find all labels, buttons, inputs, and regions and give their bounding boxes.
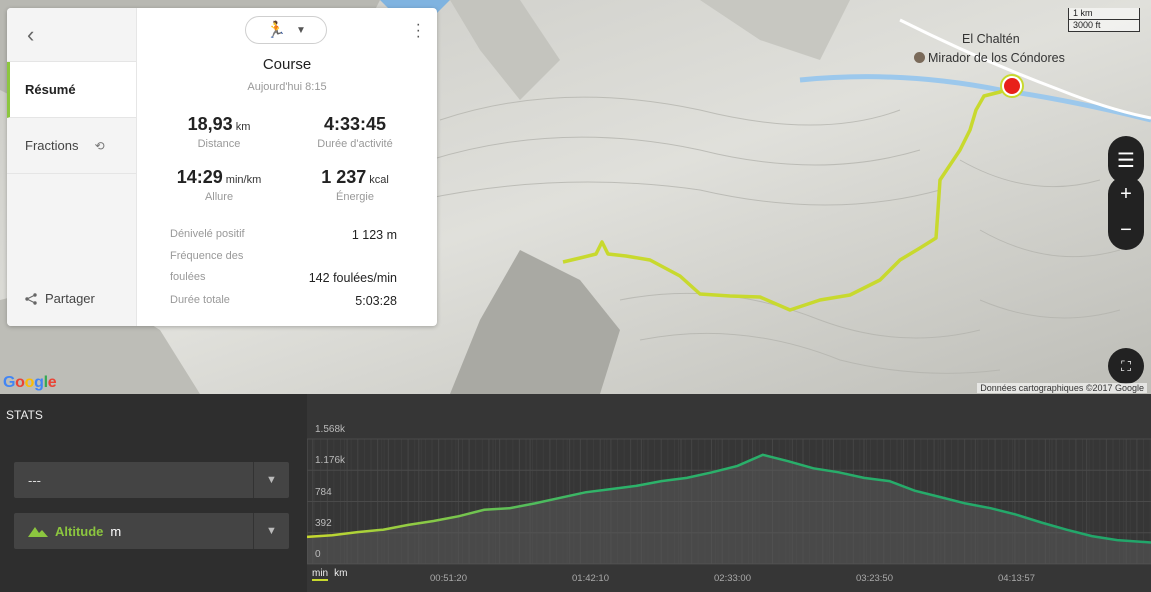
more-options-icon[interactable]: · · ·: [415, 16, 421, 45]
metric-unit: kcal: [369, 174, 389, 186]
google-logo: Google: [3, 374, 57, 391]
town-label: El Chaltén: [962, 32, 1020, 46]
metric-dropdown-primary[interactable]: --- ▼: [14, 462, 289, 498]
nav-item-fractions[interactable]: Fractions ⟲: [7, 118, 136, 174]
zoom-out-button[interactable]: −: [1120, 218, 1132, 241]
x-tick-label: 03:23:50: [856, 573, 893, 584]
scale-metric: 1 km: [1068, 8, 1140, 20]
fit-route-button[interactable]: ⛶: [1108, 348, 1144, 384]
activity-date: Aujourd'hui 8:15: [247, 81, 327, 93]
y-tick-label: 1.176k: [315, 455, 346, 467]
detail-label: Durée totale: [170, 294, 230, 306]
detail-value: 5:03:28: [355, 294, 397, 308]
chevron-down-icon: ▼: [253, 513, 289, 549]
metric-unit: km: [235, 121, 251, 133]
altitude-icon: [28, 527, 48, 537]
share-label: Partager: [45, 291, 95, 306]
metric-label: Distance: [197, 138, 241, 150]
chevron-down-icon: ▼: [253, 462, 289, 498]
dropdown-value: Altitude: [55, 523, 104, 539]
x-tick-label: 02:33:00: [714, 573, 751, 584]
summary-panel: ‹ Résumé Fractions ⟲ Partager 🏃 ▼ · · · Co…: [7, 8, 437, 326]
metric-value: 1 237: [321, 167, 367, 187]
y-tick-label: 0: [315, 549, 321, 560]
nav-item-resume[interactable]: Résumé: [7, 62, 136, 118]
altitude-chart-svg: [307, 438, 1151, 565]
dropdown-value: ---: [28, 472, 41, 488]
y-tick-label: 392: [315, 517, 332, 529]
x-tick-label: 01:42:10: [572, 573, 609, 584]
zoom-in-button[interactable]: +: [1120, 182, 1132, 205]
metric-label: Énergie: [336, 191, 374, 203]
menu-icon[interactable]: ☰: [1117, 149, 1135, 172]
metric-value: 14:29: [176, 167, 223, 187]
poi-label[interactable]: Mirador de los Cóndores: [914, 51, 1065, 65]
x-tick-label: 04:13:57: [998, 573, 1035, 584]
zoom-control: + −: [1108, 176, 1144, 250]
running-icon: 🏃: [266, 22, 286, 39]
map-attribution: Données cartographiques ©2017 Google: [977, 383, 1147, 393]
x-unit-min[interactable]: min: [312, 568, 329, 581]
detail-value: 1 123 m: [351, 228, 397, 242]
chevron-down-icon: ▼: [296, 24, 306, 36]
detail-label: Dénivelé positif: [170, 228, 245, 240]
x-tick-label: 00:51:20: [430, 573, 467, 584]
map-scale: 1 km 3000 ft: [1068, 8, 1140, 32]
nav-item-label: Résumé: [25, 82, 76, 97]
detail-total-duration: Durée totale 5:03:28: [170, 294, 397, 308]
y-tick-label: 1.568k: [315, 424, 346, 435]
viewpoint-icon: [914, 52, 925, 63]
x-unit-selector[interactable]: min km: [312, 568, 347, 581]
metric-value: 18,93: [187, 114, 233, 134]
detail-value: 142 foulées/min: [308, 271, 397, 285]
share-icon: [25, 292, 37, 305]
metric-dropdown-secondary[interactable]: Altitude m ▼: [14, 513, 289, 549]
scale-imperial: 3000 ft: [1068, 20, 1140, 32]
stats-section: STATS --- ▼ Altitude m ▼ 1.568k 1.176k 784…: [0, 394, 1151, 592]
share-button[interactable]: Partager: [25, 291, 95, 306]
nav-item-label: Fractions: [25, 138, 79, 153]
detail-label: Fréquence des: [170, 250, 244, 262]
side-nav: ‹ Résumé Fractions ⟲ Partager: [7, 8, 137, 326]
detail-label: foulées: [170, 271, 206, 283]
y-tick-label: 784: [315, 486, 332, 498]
altitude-chart[interactable]: 1.568k 1.176k 784 392 0 00:51:20 01:42:10 02:3…: [307, 394, 1151, 592]
metric-distance: 18,93 km Distance: [149, 114, 289, 150]
stats-sidebar: STATS --- ▼ Altitude m ▼: [0, 394, 307, 592]
dropdown-unit: m: [110, 523, 122, 539]
metric-label: Durée d'activité: [317, 138, 393, 150]
x-unit-km[interactable]: km: [334, 568, 348, 579]
fullscreen-icon: ⛶: [1121, 357, 1131, 374]
stats-title: STATS: [6, 408, 43, 422]
altitude-line: [307, 453, 1151, 544]
back-button[interactable]: ‹: [7, 8, 136, 62]
altitude-area: [307, 454, 1151, 564]
sport-selector[interactable]: 🏃 ▼: [245, 16, 327, 44]
chevron-left-icon: ‹: [27, 21, 35, 47]
metric-pace: 14:29 min/km Allure: [149, 167, 289, 203]
metric-energy: 1 237 kcal Énergie: [285, 167, 425, 203]
detail-cadence: foulées 142 foulées/min: [170, 271, 397, 285]
summary-content: 🏃 ▼ · · · Course Aujourd'hui 8:15 18,93 km …: [137, 8, 437, 326]
metric-value: 4:33:45: [323, 114, 387, 134]
route-line: [562, 84, 1013, 312]
metric-label: Allure: [204, 191, 234, 203]
end-marker-icon[interactable]: [1000, 74, 1024, 98]
detail-elevation: Dénivelé positif 1 123 m: [170, 228, 397, 242]
poi-label-text: Mirador de los Cóndores: [928, 51, 1065, 65]
activity-title: Course: [262, 56, 312, 73]
metric-unit: min/km: [225, 174, 262, 186]
metric-duration: 4:33:45 Durée d'activité: [285, 114, 425, 150]
laps-icon: ⟲: [94, 138, 105, 153]
detail-cadence-line1: Fréquence des: [170, 250, 397, 262]
